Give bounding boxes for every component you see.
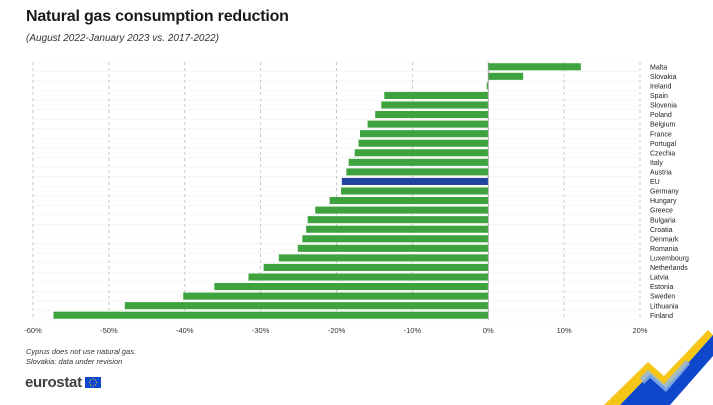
category-label: EU: [650, 179, 660, 186]
x-tick-label: -10%: [404, 326, 422, 335]
category-label: Belgium: [650, 122, 675, 129]
category-label: Luxembourg: [650, 255, 689, 262]
category-label: Latvia: [650, 275, 669, 282]
category-label: Croatia: [650, 227, 673, 234]
category-label: Austria: [650, 169, 672, 176]
bar: [297, 244, 489, 252]
category-label: Slovenia: [650, 103, 677, 110]
category-label: France: [650, 131, 672, 138]
x-tick-label: -20%: [328, 326, 346, 335]
bar: [124, 302, 489, 310]
category-label: Estonia: [650, 284, 673, 291]
bar: [367, 120, 489, 128]
x-tick-label: -60%: [24, 326, 42, 335]
eu-flag-icon: [84, 377, 101, 388]
chart-subtitle: (August 2022-January 2023 vs. 2017-2022): [26, 33, 219, 44]
category-label: Romania: [650, 246, 678, 253]
bar: [375, 111, 489, 119]
category-label: Czechia: [650, 150, 675, 157]
bar: [329, 197, 489, 205]
bar: [360, 130, 489, 138]
bar: [183, 292, 489, 300]
bar: [346, 168, 489, 176]
eurostat-logo: eurostat: [25, 374, 101, 391]
bar-chart: -60% -50% -40% -30% -20% -10% 0% 10% 20% Malta Slo…: [24, 61, 689, 335]
bar-eu: [341, 177, 489, 185]
category-label: Poland: [650, 112, 672, 119]
category-label: Spain: [650, 93, 668, 100]
bar: [341, 187, 489, 195]
x-tick-label: -50%: [100, 326, 118, 335]
category-label: Ireland: [650, 83, 672, 90]
footnote-cyprus: Cyprus does not use natural gas.: [26, 347, 137, 356]
bar: [488, 72, 524, 80]
category-label: Lithuania: [650, 303, 679, 310]
x-tick-label: -40%: [176, 326, 194, 335]
category-label: Hungary: [650, 198, 677, 205]
bar: [384, 91, 489, 99]
x-tick-label: 20%: [632, 326, 647, 335]
bar: [315, 206, 489, 214]
bar: [358, 139, 489, 147]
bar: [248, 273, 489, 281]
bar: [486, 82, 489, 90]
category-label: Greece: [650, 208, 673, 215]
category-label: Malta: [650, 64, 667, 71]
category-label: Germany: [650, 189, 679, 196]
x-tick-label: -30%: [252, 326, 270, 335]
logo-text: eurostat: [25, 374, 82, 391]
category-label: Netherlands: [650, 265, 688, 272]
bar: [306, 225, 489, 233]
bar: [214, 283, 489, 291]
bar: [307, 216, 489, 224]
decorative-chevron-graphic: [604, 330, 713, 405]
bar: [53, 311, 489, 319]
category-label: Portugal: [650, 141, 677, 148]
category-label: Denmark: [650, 236, 679, 243]
category-label: Slovakia: [650, 74, 677, 81]
category-label: Finland: [650, 313, 673, 320]
category-label: Bulgaria: [650, 217, 676, 224]
bar: [263, 263, 489, 271]
bar: [348, 158, 489, 166]
chart-title: Natural gas consumption reduction: [26, 8, 289, 25]
category-label: Sweden: [650, 294, 675, 301]
bar: [488, 63, 581, 71]
x-tick-label: 10%: [557, 326, 572, 335]
bar: [302, 235, 489, 243]
bar: [354, 149, 489, 157]
bar: [381, 101, 489, 109]
footnote-slovakia: Slovakia: data under revision: [26, 357, 123, 366]
category-label: Italy: [650, 160, 663, 167]
x-tick-label: 0%: [483, 326, 494, 335]
bar: [278, 254, 489, 262]
